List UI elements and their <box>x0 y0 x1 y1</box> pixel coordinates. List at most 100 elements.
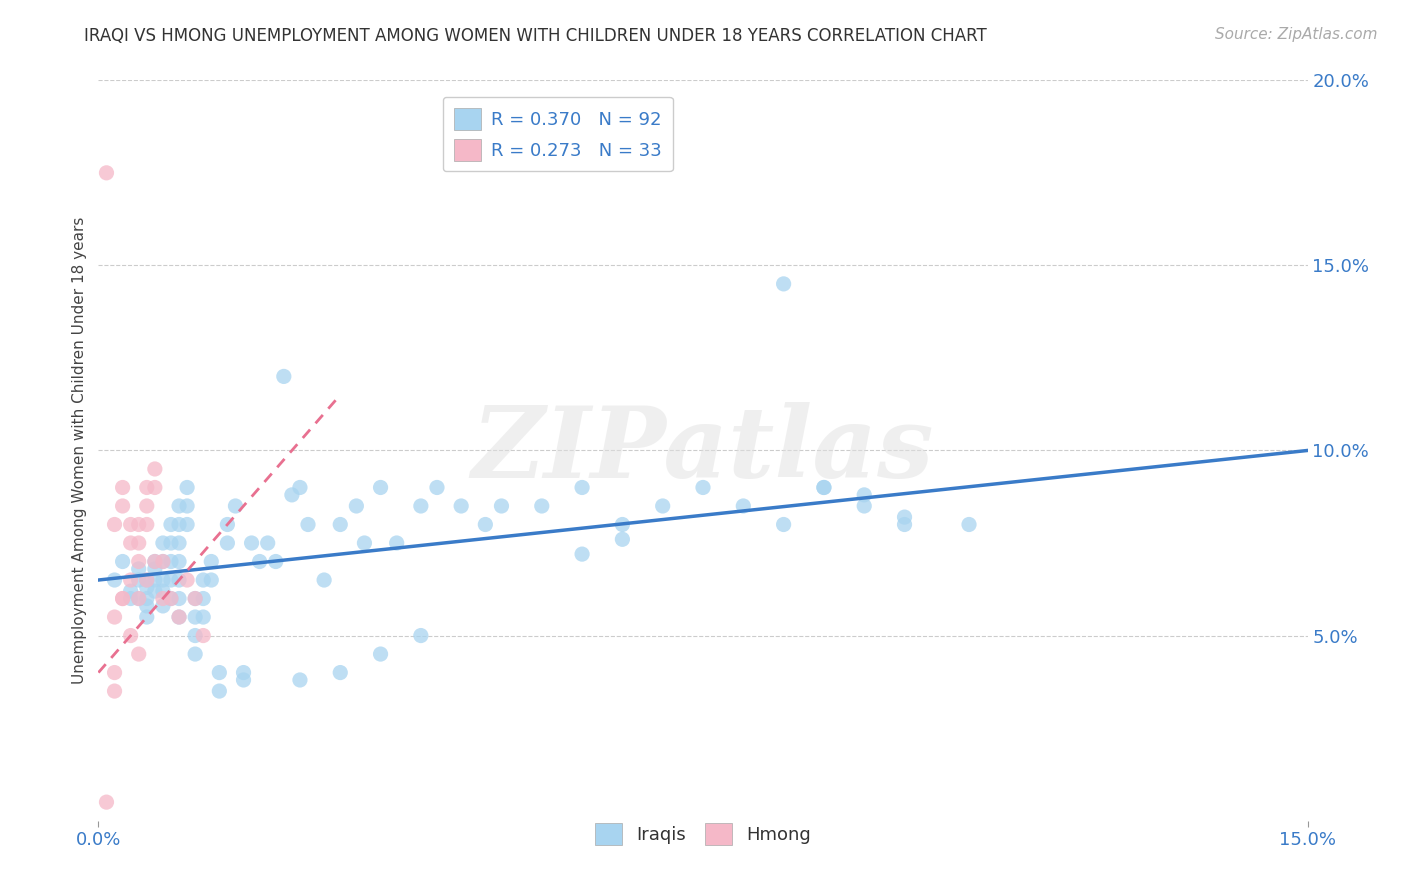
Point <box>813 481 835 495</box>
Point <box>160 536 183 550</box>
Point <box>111 591 134 606</box>
Point <box>273 369 295 384</box>
Point <box>232 673 254 687</box>
Point <box>193 610 215 624</box>
Point <box>733 499 755 513</box>
Point <box>208 684 231 698</box>
Point <box>217 536 239 550</box>
Point <box>143 584 166 599</box>
Point <box>224 499 246 513</box>
Point <box>143 554 166 569</box>
Point <box>249 554 271 569</box>
Point <box>329 517 352 532</box>
Point <box>184 591 207 606</box>
Point <box>135 481 157 495</box>
Point <box>813 481 835 495</box>
Point <box>184 610 207 624</box>
Point <box>474 517 496 532</box>
Point <box>143 481 166 495</box>
Point <box>143 573 166 587</box>
Point <box>128 536 150 550</box>
Point <box>167 610 190 624</box>
Point <box>612 533 634 547</box>
Point <box>264 554 287 569</box>
Point <box>530 499 553 513</box>
Point <box>120 591 142 606</box>
Point <box>143 554 166 569</box>
Point <box>176 481 198 495</box>
Point <box>184 647 207 661</box>
Point <box>288 481 311 495</box>
Point <box>200 573 222 587</box>
Point <box>128 647 150 661</box>
Point <box>103 684 125 698</box>
Point <box>240 536 263 550</box>
Legend: Iraqis, Hmong: Iraqis, Hmong <box>588 816 818 853</box>
Point <box>160 573 183 587</box>
Point <box>152 536 174 550</box>
Point <box>135 591 157 606</box>
Point <box>208 665 231 680</box>
Point <box>143 462 166 476</box>
Point <box>160 517 183 532</box>
Point <box>193 573 215 587</box>
Point <box>103 517 125 532</box>
Point <box>135 573 157 587</box>
Point <box>353 536 375 550</box>
Point <box>167 536 190 550</box>
Point <box>96 166 118 180</box>
Point <box>167 610 190 624</box>
Point <box>176 573 198 587</box>
Point <box>772 277 794 291</box>
Point <box>128 573 150 587</box>
Point <box>772 517 794 532</box>
Point <box>120 517 142 532</box>
Point <box>853 488 876 502</box>
Text: Source: ZipAtlas.com: Source: ZipAtlas.com <box>1215 27 1378 42</box>
Point <box>692 481 714 495</box>
Point <box>288 673 311 687</box>
Point <box>256 536 278 550</box>
Point <box>111 481 134 495</box>
Point <box>184 591 207 606</box>
Point <box>281 488 304 502</box>
Point <box>853 499 876 513</box>
Point <box>143 562 166 576</box>
Point <box>103 573 125 587</box>
Point <box>314 573 336 587</box>
Point <box>135 499 157 513</box>
Point <box>135 599 157 613</box>
Point <box>128 517 150 532</box>
Point <box>120 573 142 587</box>
Point <box>491 499 513 513</box>
Point <box>167 499 190 513</box>
Point <box>232 665 254 680</box>
Point <box>409 628 432 642</box>
Text: ZIPatlas: ZIPatlas <box>472 402 934 499</box>
Point <box>217 517 239 532</box>
Point <box>370 481 392 495</box>
Point <box>111 499 134 513</box>
Point <box>200 554 222 569</box>
Point <box>135 610 157 624</box>
Point <box>160 554 183 569</box>
Point <box>344 499 367 513</box>
Point <box>612 517 634 532</box>
Text: IRAQI VS HMONG UNEMPLOYMENT AMONG WOMEN WITH CHILDREN UNDER 18 YEARS CORRELATION: IRAQI VS HMONG UNEMPLOYMENT AMONG WOMEN … <box>84 27 987 45</box>
Point <box>184 628 207 642</box>
Point <box>120 584 142 599</box>
Point <box>152 554 174 569</box>
Point <box>329 665 352 680</box>
Point <box>167 554 190 569</box>
Point <box>957 517 980 532</box>
Point <box>120 628 142 642</box>
Point <box>160 591 183 606</box>
Point <box>176 517 198 532</box>
Point <box>409 499 432 513</box>
Point <box>135 517 157 532</box>
Point <box>152 599 174 613</box>
Point <box>135 573 157 587</box>
Point <box>370 647 392 661</box>
Point <box>176 499 198 513</box>
Point <box>152 573 174 587</box>
